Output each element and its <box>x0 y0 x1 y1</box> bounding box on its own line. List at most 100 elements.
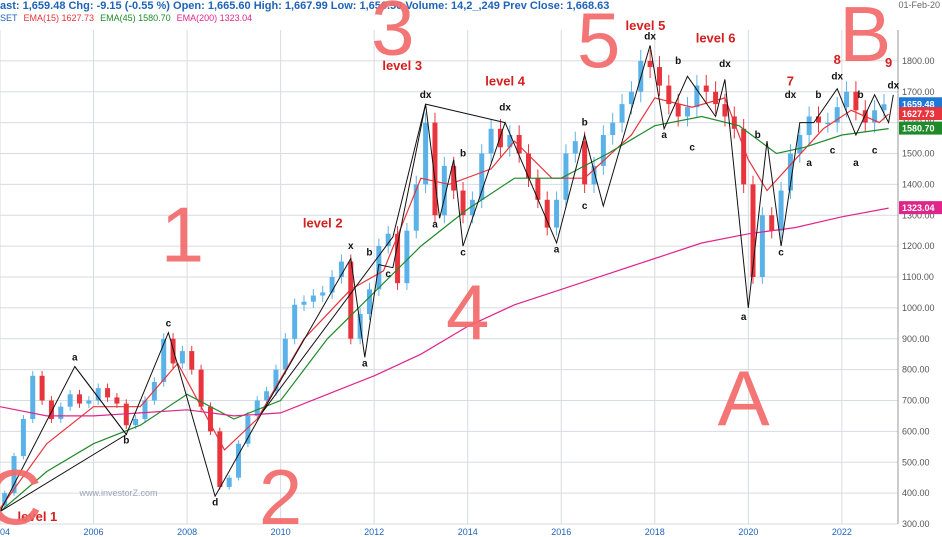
legend-entry: EMA(45) 1580.70 <box>100 13 171 23</box>
legend-entry: EMA(15) 1627.73 <box>23 13 95 23</box>
wave-label: a <box>741 312 747 323</box>
x-tick-label: 2022 <box>832 527 852 537</box>
wave-label: b <box>675 56 681 67</box>
candle <box>722 104 728 117</box>
date-fragment: 01-Feb-20 <box>898 0 940 10</box>
candle <box>77 394 83 404</box>
x-tick-label: 2014 <box>458 527 478 537</box>
wave-label: a <box>853 158 859 169</box>
candle <box>759 215 765 277</box>
candle <box>535 178 541 200</box>
wave-label: a <box>72 352 78 363</box>
wave-label: a <box>806 158 812 169</box>
candle <box>236 443 242 478</box>
candle <box>301 301 307 305</box>
wave-label: b <box>815 90 821 101</box>
candle <box>142 400 148 420</box>
candle <box>189 351 195 370</box>
value-badge-label: 1323.04 <box>902 203 935 213</box>
wave-label: dx <box>499 102 511 113</box>
value-badge <box>899 121 942 135</box>
candle <box>787 153 793 191</box>
legend-entry: SET <box>0 13 18 23</box>
wave-label: c <box>582 201 588 212</box>
y-tick-label: 800.00 <box>902 365 930 375</box>
candle <box>479 153 485 200</box>
wave-label: b <box>858 90 864 101</box>
wave-label: dx <box>420 90 432 101</box>
candle <box>713 91 719 105</box>
candle <box>273 369 279 392</box>
candle <box>86 400 92 404</box>
candle <box>395 233 401 284</box>
candle <box>245 415 251 444</box>
candle <box>825 122 831 125</box>
candle <box>20 419 26 457</box>
candle <box>198 369 204 407</box>
candle <box>385 233 391 247</box>
wave-label: b <box>366 247 372 258</box>
candle <box>310 295 316 302</box>
candle <box>563 153 569 200</box>
candle <box>591 165 597 185</box>
candle <box>544 199 550 228</box>
big-annotation: B <box>839 0 891 78</box>
big-annotation: 5 <box>577 0 620 84</box>
candle <box>329 277 335 293</box>
candle <box>67 394 73 407</box>
candle <box>264 391 270 401</box>
candle <box>853 91 859 111</box>
y-tick-label: 1300.00 <box>902 210 935 220</box>
x-tick-label: 2018 <box>645 527 665 537</box>
candle <box>554 199 560 228</box>
level-annotation: level 2 <box>303 216 343 231</box>
candle <box>423 122 429 185</box>
quote-line: ast: 1,659.48 Chg: -9.15 (-0.55 %) Open:… <box>0 0 609 12</box>
y-tick-label: 1200.00 <box>902 241 935 251</box>
wave-label: a <box>661 130 667 141</box>
wave-label: dx <box>785 90 797 101</box>
wave-label: c <box>460 247 466 258</box>
candle <box>451 165 457 191</box>
y-tick-label: 1000.00 <box>902 303 935 313</box>
candle <box>488 128 494 154</box>
wave-label: dx <box>719 59 731 70</box>
candle <box>600 134 606 166</box>
candle <box>254 400 260 416</box>
candle <box>572 141 578 154</box>
wave-label: dx <box>644 31 656 42</box>
wave-label: c <box>166 318 172 329</box>
candle <box>741 128 747 185</box>
candle <box>526 153 532 179</box>
x-tick-label: 2004 <box>0 527 10 537</box>
wave-label: c <box>689 142 695 153</box>
level-annotation: 9 <box>885 55 892 70</box>
candle <box>582 141 588 185</box>
big-annotation: C <box>0 453 42 537</box>
candle <box>226 477 232 487</box>
candle <box>675 104 681 117</box>
big-annotation: 1 <box>161 191 204 279</box>
big-annotation: 3 <box>371 0 414 72</box>
candle <box>114 397 120 404</box>
big-annotation: A <box>718 354 770 442</box>
candle <box>48 400 54 420</box>
candle <box>432 122 438 216</box>
value-badge <box>899 201 942 215</box>
wave-label: c <box>872 146 878 157</box>
candle <box>460 190 466 216</box>
candle <box>834 107 840 123</box>
indicator-legend: SET EMA(15) 1627.73 EMA(45) 1580.70 EMA(200… <box>0 13 258 23</box>
candle <box>338 261 344 277</box>
candle <box>685 107 691 117</box>
candle <box>619 104 625 123</box>
y-tick-label: 700.00 <box>902 396 930 406</box>
big-annotation: 2 <box>259 453 302 537</box>
x-tick-label: 2020 <box>738 527 758 537</box>
y-tick-label: 900.00 <box>902 334 930 344</box>
wave-label: dx <box>887 81 899 92</box>
x-tick-label: 2010 <box>271 527 291 537</box>
wave-label: d <box>212 497 218 508</box>
